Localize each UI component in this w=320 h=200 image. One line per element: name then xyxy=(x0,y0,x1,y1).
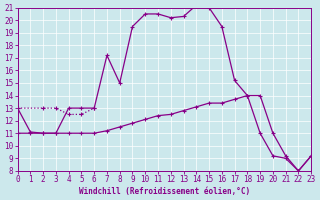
X-axis label: Windchill (Refroidissement éolien,°C): Windchill (Refroidissement éolien,°C) xyxy=(79,187,250,196)
